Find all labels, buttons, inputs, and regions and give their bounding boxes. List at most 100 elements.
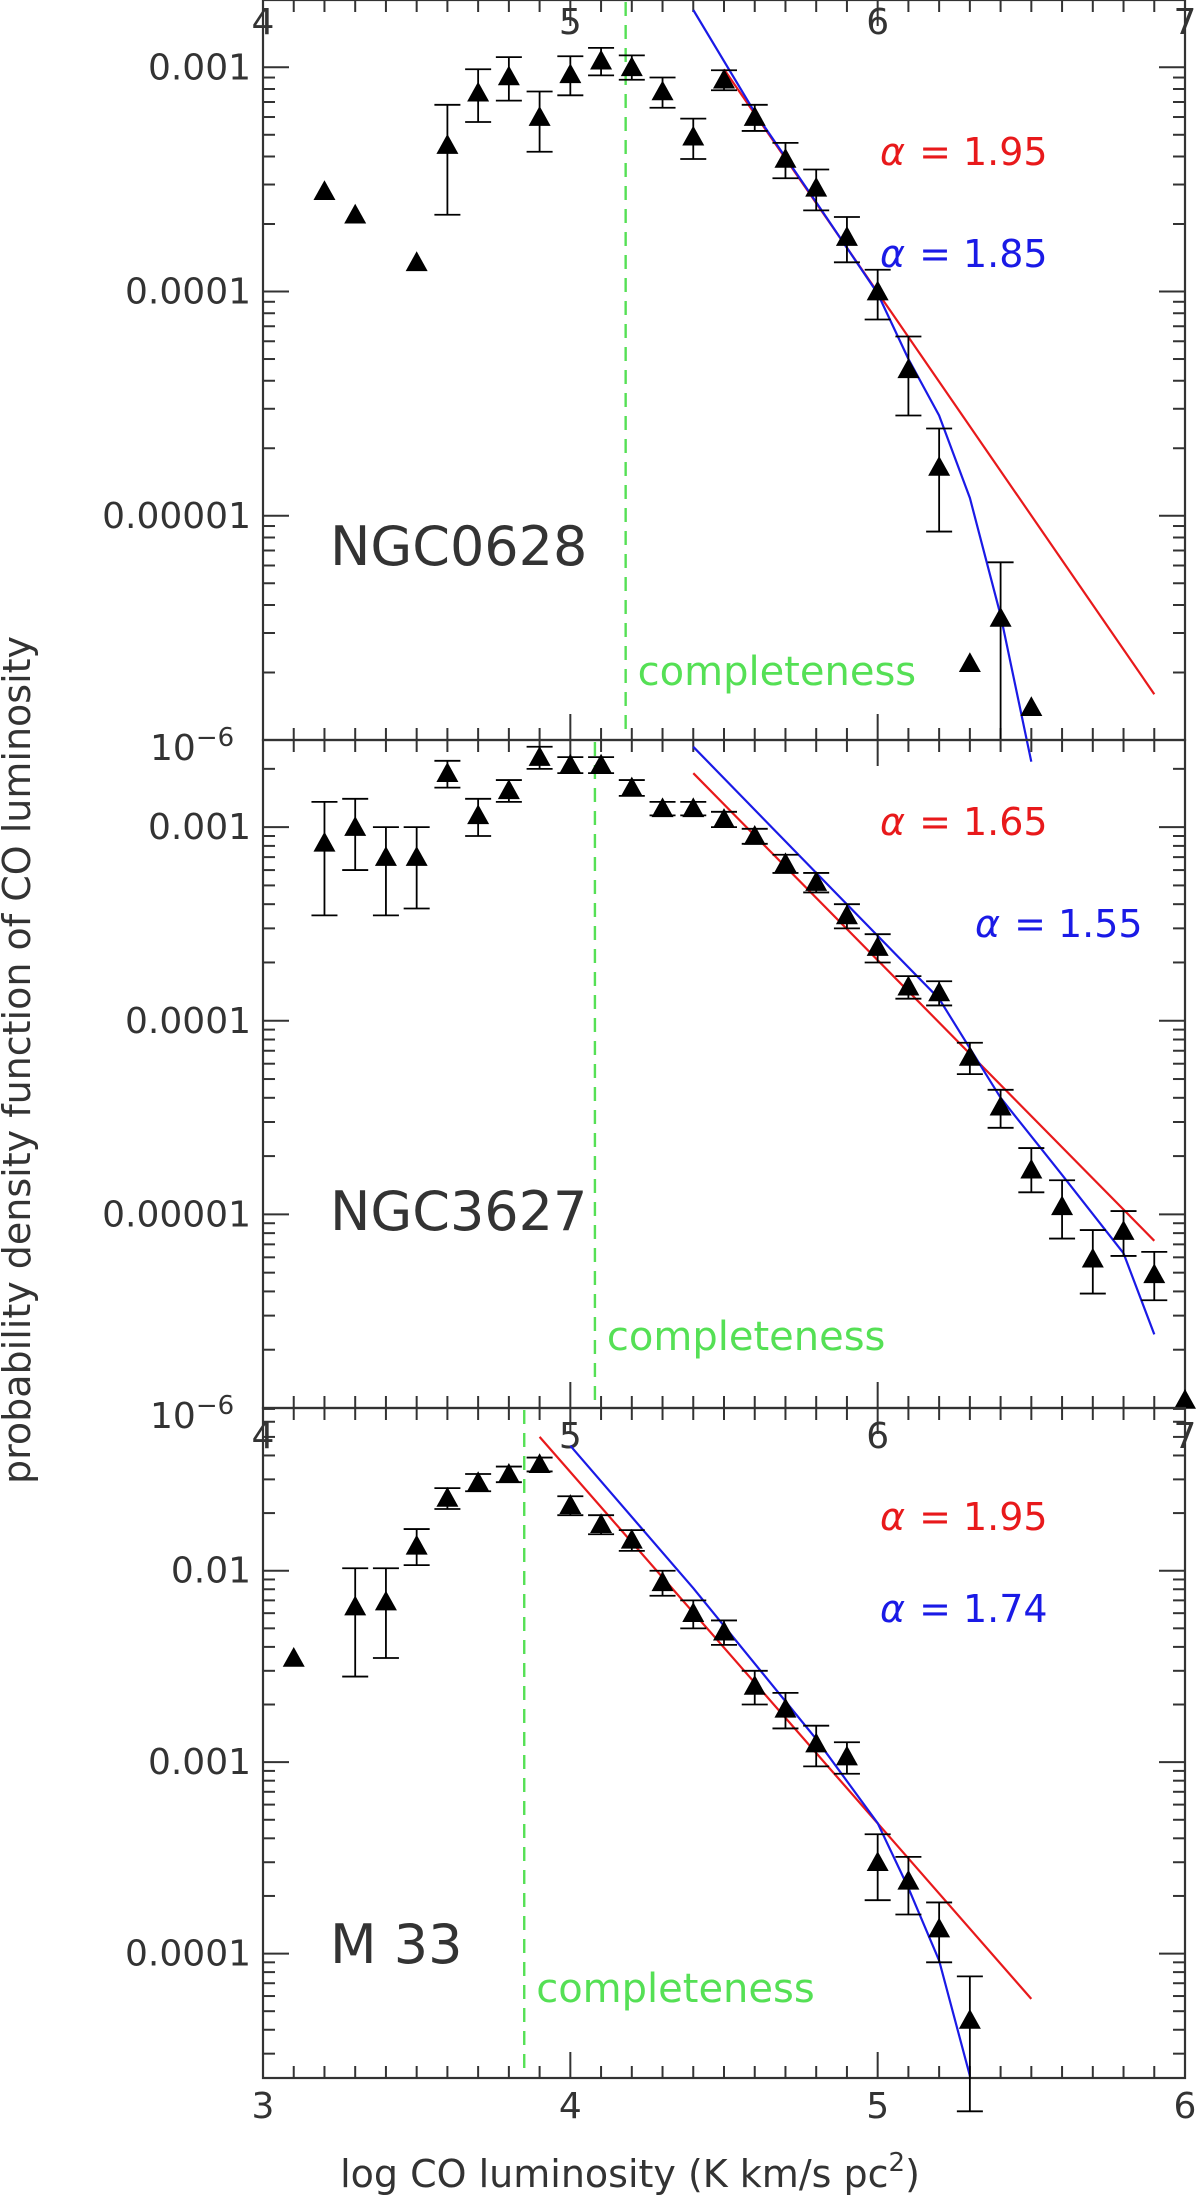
- x-axis-label-close: ): [905, 2152, 920, 2196]
- data-point-triangle: [774, 852, 797, 873]
- alpha-fit-label: α = 1.74: [880, 1587, 1048, 1631]
- x-tick-label: 7: [1174, 2, 1197, 43]
- data-point-triangle: [866, 280, 889, 301]
- data-point-triangle: [282, 1646, 305, 1667]
- y-corner-label: 10−6: [150, 1391, 234, 1437]
- data-point-triangle: [682, 797, 705, 818]
- x-axis-label-main: log CO luminosity (K km/s pc: [340, 2152, 888, 2196]
- alpha-symbol: α: [880, 1587, 905, 1631]
- data-point-triangle: [590, 49, 613, 70]
- data-point-triangle: [374, 846, 397, 866]
- data-point-triangle: [713, 68, 735, 89]
- data-point-triangle: [774, 147, 797, 168]
- alpha-value: = 1.55: [1014, 902, 1143, 946]
- x-tick-label: 6: [866, 1416, 889, 1457]
- alpha-fit-label: α = 1.65: [880, 800, 1048, 844]
- alpha-symbol: α: [880, 130, 905, 174]
- y-tick-label: 0.01: [171, 1551, 251, 1592]
- data-point-triangle: [1051, 1195, 1074, 1216]
- y-corner-label-exponent: −6: [196, 723, 234, 753]
- data-point-triangle: [1112, 1220, 1135, 1240]
- data-point-triangle: [405, 1534, 428, 1555]
- data-point-triangle: [436, 762, 459, 782]
- data-point-triangle: [528, 746, 551, 766]
- data-point-triangle: [559, 1494, 582, 1514]
- data-point-triangle: [682, 1602, 705, 1622]
- y-corner-label: 10−6: [150, 723, 234, 769]
- data-point-triangle: [1020, 1158, 1043, 1179]
- y-tick-label: 0.0001: [125, 1934, 251, 1975]
- y-tick-label: 0.001: [148, 47, 251, 88]
- data-point-triangle: [559, 63, 582, 84]
- data-point-triangle: [713, 808, 735, 828]
- data-point-triangle: [866, 936, 889, 956]
- data-point-triangle: [436, 134, 459, 154]
- y-tick-label: 0.00001: [102, 1194, 251, 1235]
- data-point-triangle: [528, 1453, 551, 1474]
- x-tick-label: 5: [866, 2086, 889, 2127]
- data-point-triangle: [467, 81, 490, 102]
- data-point-triangle: [590, 753, 613, 774]
- data-point-triangle: [1143, 1263, 1166, 1284]
- y-tick-label: 0.001: [148, 807, 251, 848]
- data-point-triangle: [620, 776, 643, 797]
- data-point-triangle: [928, 455, 951, 476]
- data-point-triangle: [620, 56, 643, 77]
- data-point-triangle: [344, 1595, 367, 1616]
- data-point-triangle: [313, 180, 336, 201]
- data-point-triangle: [897, 358, 920, 379]
- alpha-fit-label: α = 1.55: [975, 902, 1143, 946]
- data-point-triangle: [805, 1732, 828, 1753]
- data-point-triangle: [835, 1745, 858, 1766]
- data-point-triangle: [835, 904, 858, 925]
- data-point-triangle: [743, 1674, 766, 1695]
- alpha-value: = 1.74: [919, 1587, 1048, 1631]
- data-point-triangle: [835, 226, 858, 246]
- data-point-triangle: [989, 1095, 1012, 1116]
- data-point-triangle: [928, 981, 951, 1002]
- data-point-triangle: [774, 1697, 797, 1718]
- galaxy-name-label: M 33: [330, 1913, 462, 1976]
- x-axis-label: log CO luminosity (K km/s pc2): [340, 2148, 920, 2196]
- alpha-fit-label: α = 1.95: [880, 130, 1048, 174]
- y-axis-label: probability density function of CO lumin…: [0, 636, 39, 1484]
- y-tick-label: 0.001: [148, 1742, 251, 1783]
- data-point-triangle: [743, 106, 766, 126]
- data-point-triangle: [467, 804, 490, 825]
- data-point-triangle: [682, 125, 705, 146]
- x-tick-label: 4: [252, 2, 275, 43]
- data-point-triangle: [344, 203, 367, 224]
- galaxy-name-label: NGC3627: [330, 1180, 587, 1243]
- alpha-value: = 1.95: [919, 1495, 1048, 1539]
- data-point-triangle: [590, 1513, 613, 1533]
- data-point-triangle: [805, 871, 828, 891]
- alpha-value: = 1.65: [919, 800, 1048, 844]
- x-tick-label: 3: [252, 2086, 275, 2127]
- galaxy-name-label: NGC0628: [330, 515, 587, 578]
- y-tick-label: 0.0001: [125, 1001, 251, 1042]
- data-point-triangle: [467, 1471, 490, 1491]
- data-point-triangle: [866, 1851, 889, 1872]
- data-point-triangle: [743, 824, 766, 845]
- x-tick-label: 6: [1174, 2086, 1197, 2127]
- x-axis-label-superscript: 2: [889, 2148, 906, 2178]
- fit-line-red: [692, 772, 1156, 1242]
- data-point-triangle: [713, 1620, 735, 1641]
- data-point-triangle: [1081, 1247, 1104, 1268]
- data-point-triangle: [559, 753, 582, 774]
- data-point-triangle: [405, 846, 428, 866]
- alpha-fit-label: α = 1.95: [880, 1495, 1048, 1539]
- data-point-triangle: [374, 1590, 397, 1611]
- data-point-triangle: [497, 65, 520, 86]
- y-tick-label: 0.00001: [102, 496, 251, 537]
- data-point-triangle: [344, 816, 367, 836]
- data-point-triangle: [651, 1571, 674, 1592]
- panel-m33: 3 4 5 6 0.0001 0.001 0.01 completeness M 33 α = 1.…: [125, 1406, 1197, 2127]
- data-point-triangle: [897, 975, 920, 996]
- alpha-fit-label: α = 1.85: [880, 232, 1048, 276]
- completeness-label: completeness: [638, 649, 916, 695]
- data-point-triangle: [958, 2008, 981, 2029]
- y-tick-label: 0.0001: [125, 272, 251, 313]
- panel-ngc3627: 45670.000010.00010.00110−6completenessNG…: [102, 738, 1196, 1457]
